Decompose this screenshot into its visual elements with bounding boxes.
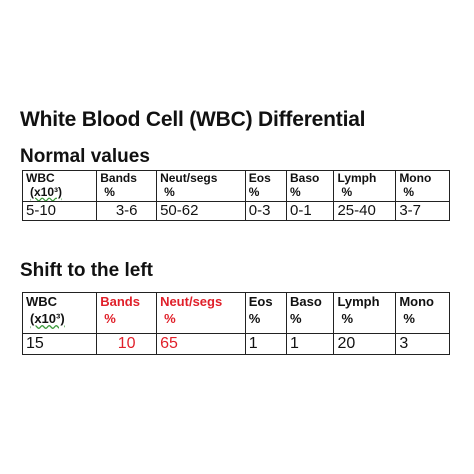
header-wbc: WBC (x10³) [21, 170, 98, 202]
table-row: 15 10 65 1 1 20 3 [21, 333, 450, 355]
value-bands: 10 [96, 333, 158, 355]
header-eos: Eos% [244, 292, 288, 334]
value-bands: 3-6 [96, 201, 158, 221]
shift-left-table: WBC (x10³) Bands% Neut/segs% Eos% Baso% L… [21, 292, 450, 355]
value-eos: 1 [244, 333, 288, 355]
header-wbc: WBC (x10³) [21, 292, 98, 334]
header-neut-segs: Neut/segs% [156, 170, 246, 202]
shift-left-heading: Shift to the left [20, 260, 153, 281]
value-lymph: 25-40 [333, 201, 397, 221]
value-mono: 3 [395, 333, 450, 355]
header-baso: Baso% [285, 292, 335, 334]
header-lymph: Lymph% [333, 292, 397, 334]
value-neut-segs: 65 [156, 333, 246, 355]
header-neut-segs: Neut/segs% [156, 292, 246, 334]
header-mono: Mono% [395, 292, 450, 334]
value-neut-segs: 50-62 [156, 201, 246, 221]
table-header-row: WBC (x10³) Bands% Neut/segs% Eos% Baso% L… [21, 170, 450, 202]
header-mono: Mono% [395, 170, 450, 202]
value-wbc: 15 [21, 333, 98, 355]
value-baso: 0-1 [285, 201, 335, 221]
value-baso: 1 [285, 333, 335, 355]
normal-values-heading: Normal values [20, 146, 150, 167]
document-title: White Blood Cell (WBC) Differential [20, 108, 366, 131]
value-mono: 3-7 [395, 201, 450, 221]
header-lymph: Lymph% [333, 170, 397, 202]
header-bands: Bands% [96, 292, 158, 334]
value-wbc: 5-10 [21, 201, 98, 221]
value-lymph: 20 [333, 333, 397, 355]
normal-values-table: WBC (x10³) Bands% Neut/segs% Eos% Baso% L… [21, 170, 450, 221]
value-eos: 0-3 [244, 201, 288, 221]
header-bands: Bands% [96, 170, 158, 202]
header-baso: Baso% [285, 170, 335, 202]
table-header-row: WBC (x10³) Bands% Neut/segs% Eos% Baso% L… [21, 292, 450, 334]
header-eos: Eos% [244, 170, 288, 202]
table-row: 5-10 3-6 50-62 0-3 0-1 25-40 3-7 [21, 201, 450, 221]
